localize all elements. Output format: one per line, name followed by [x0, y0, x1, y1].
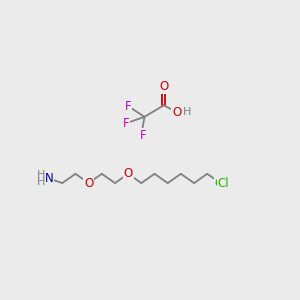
Text: O: O: [124, 167, 133, 180]
Text: H: H: [37, 169, 46, 180]
Text: Cl: Cl: [218, 177, 229, 190]
Text: O: O: [172, 106, 182, 119]
Text: F: F: [122, 116, 129, 130]
Text: N: N: [45, 172, 53, 185]
Text: Cl: Cl: [214, 177, 226, 190]
Text: F: F: [140, 129, 146, 142]
Text: F: F: [125, 100, 131, 112]
Text: H: H: [37, 177, 46, 187]
Text: O: O: [84, 177, 93, 190]
Text: O: O: [159, 80, 169, 93]
Text: H: H: [183, 107, 191, 117]
